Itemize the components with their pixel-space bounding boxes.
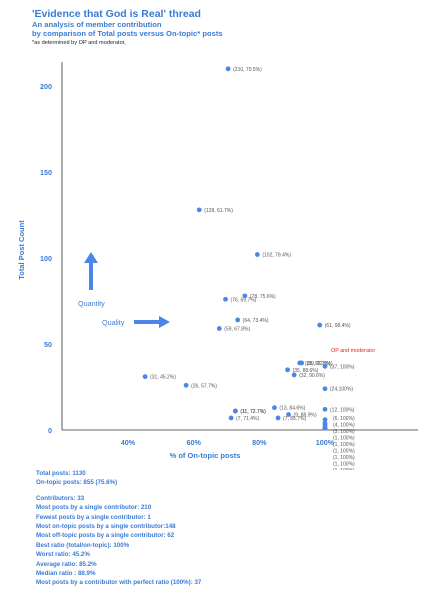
point-label: (6, 100%) (333, 416, 355, 422)
data-point (291, 372, 297, 378)
data-point (322, 406, 328, 412)
point-label: (24,100%) (330, 387, 353, 393)
point-label: (13, 84.6%) (279, 406, 305, 412)
data-point (196, 207, 202, 213)
data-point (223, 296, 228, 302)
quantity-annotation: Quantity (78, 252, 105, 308)
point-label: (4, 100%) (333, 423, 355, 429)
x-axis-ticks: 40% 60% 80% 100% (121, 438, 335, 447)
point-label: (39, 92.9%) (307, 361, 333, 367)
stat-on-topic-posts: On-topic posts: 855 (75.6%) (36, 479, 118, 487)
y-axis-ticks: 0 50 100 150 200 (40, 82, 52, 435)
point-label: (1, 100%) (333, 468, 355, 470)
point-label: (61, 98.4%) (325, 323, 351, 329)
data-point (322, 425, 328, 431)
chart-footnote: *as determined by OP and moderator, (32, 40, 126, 46)
quality-label: Quality (102, 318, 125, 327)
point-label: (11, 72.7%) (240, 409, 266, 415)
point-label: (1, 100%) (333, 442, 355, 448)
point-label: (26, 57.7%) (191, 383, 217, 389)
stat-total-posts: Total posts: 1130 (36, 470, 86, 477)
stat-most-posts: Most posts by a single contributor: 210 (36, 504, 152, 512)
point-label: (9, 88.9%) (294, 413, 317, 419)
data-point (216, 326, 222, 331)
y-axis-label: Total Post Count (17, 220, 26, 280)
stat-best-ratio: Best ratio (total/on-topic): 100% (36, 541, 130, 549)
point-label: (35, 88.6%) (293, 368, 319, 374)
x-tick-label: 100% (316, 438, 335, 447)
point-label: (3, 100%) (333, 429, 355, 435)
point-label: (1, 100%) (333, 455, 355, 461)
quality-annotation: Quality (102, 316, 170, 328)
x-tick-label: 60% (186, 438, 201, 447)
chart-title: 'Evidence that God is Real' thread (32, 8, 201, 20)
chart-subtitle-line-2: by comparison of Total posts versus On-t… (32, 29, 223, 38)
stat-most-on-topic: Most on-topic posts by a single contribu… (36, 523, 176, 531)
point-label: (39, 92.3%) (305, 361, 331, 367)
point-label: (7, 85.7%) (283, 416, 306, 422)
point-label: (76, 69.7%) (231, 297, 257, 303)
stat-fewest-posts: Fewest posts by a single contributor: 1 (36, 513, 151, 521)
data-point (322, 386, 328, 392)
point-label: (7, 71.4%) (236, 416, 259, 422)
point-label: (31, 45.2%) (150, 375, 176, 381)
x-tick-label: 40% (121, 438, 136, 447)
stat-average-ratio: Average ratio: 85.2% (36, 560, 97, 568)
data-point (235, 317, 241, 323)
point-label: (32, 90.6%) (299, 373, 325, 379)
data-point (322, 363, 328, 369)
y-tick-label: 0 (48, 426, 52, 435)
point-label: (59, 67.8%) (224, 327, 250, 333)
data-point (299, 360, 305, 366)
scatter-chart: 40% 60% 80% 100% 0 50 100 150 200 % of On-topic… (17, 62, 418, 470)
data-point (142, 374, 148, 380)
y-tick-label: 50 (44, 340, 52, 349)
data-point (228, 415, 234, 421)
data-point (286, 412, 291, 417)
point-label: (1, 100%) (333, 436, 355, 442)
point-label: (102, 79.4%) (262, 253, 291, 259)
data-point (272, 405, 277, 411)
data-point (232, 408, 238, 414)
quantity-label: Quantity (78, 299, 105, 308)
stat-most-perfect: Most posts by a contributor with perfect… (36, 579, 202, 587)
point-label: (37, 100%) (330, 364, 355, 370)
quantity-arrow-head (84, 252, 98, 263)
data-point (183, 382, 189, 388)
chart-subtitle-line-1: An analysis of member contribution (32, 20, 162, 29)
stat-contributors: Contributors: 33 (36, 494, 85, 502)
data-point (242, 293, 248, 299)
point-label: (128, 61.7%) (204, 208, 233, 214)
x-axis-label: % of On-topic posts (170, 451, 241, 460)
chart-header: 'Evidence that God is Real' thread An an… (32, 8, 412, 46)
point-label: (1, 100%) (333, 462, 355, 468)
y-tick-label: 150 (40, 168, 52, 177)
x-tick-label: 80% (252, 438, 267, 447)
point-label: (1, 100%) (333, 449, 355, 455)
data-point (285, 367, 290, 373)
y-tick-label: 200 (40, 82, 52, 91)
y-tick-label: 100 (40, 254, 52, 263)
stat-most-off-topic: Most off-topic posts by a single contrib… (36, 532, 175, 540)
data-point (254, 252, 260, 257)
point-label: (78, 75.6%) (250, 294, 276, 300)
data-point (225, 66, 231, 72)
point-label: (210, 70.5%) (233, 67, 262, 73)
stat-worst-ratio: Worst ratio: 45.2% (36, 551, 90, 559)
point-label: (12, 100%) (330, 407, 355, 413)
op-moderator-label: OP and moderator (331, 348, 375, 354)
summary-statistics: Total posts: 1130 On-topic posts: 855 (7… (36, 469, 416, 588)
data-points: (210, 70.5%) (128, 61.7%) (102, 79.4%) (78,… (142, 66, 355, 470)
point-label: (11, 72.7%) (240, 409, 266, 415)
data-point (322, 417, 328, 423)
quality-arrow-head (159, 316, 170, 328)
data-point (275, 415, 281, 421)
data-point (317, 322, 323, 328)
stat-median-ratio: Median ratio : 88.9% (36, 570, 96, 578)
point-label: (64, 73.4%) (243, 318, 269, 324)
